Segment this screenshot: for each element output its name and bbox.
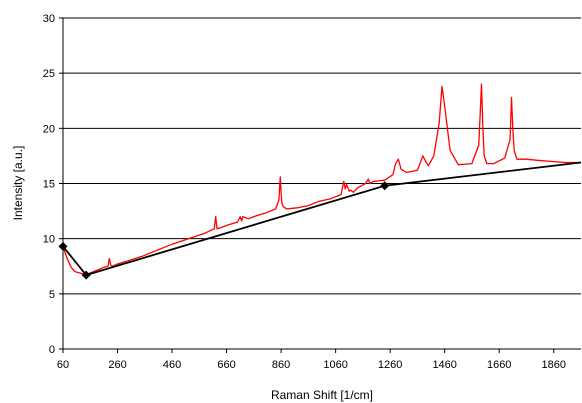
x-tick-label: 1460 xyxy=(432,359,456,371)
grid-lines xyxy=(63,17,581,295)
x-tick-labels: 60 260 460 660 860 1060 1260 1460 1660 1860 xyxy=(57,359,566,371)
y-tick-labels: 0 5 10 15 20 25 30 xyxy=(43,13,55,356)
y-tick-label: 5 xyxy=(49,289,55,301)
baseline-markers xyxy=(58,181,390,280)
baseline-marker xyxy=(81,270,91,280)
y-tick-label: 15 xyxy=(43,179,55,191)
y-tick-label: 0 xyxy=(49,344,55,356)
y-tick-label: 20 xyxy=(43,123,55,135)
y-tick-label: 10 xyxy=(43,234,55,246)
x-tick-label: 460 xyxy=(163,359,181,371)
y-tick-label: 30 xyxy=(43,13,55,25)
baseline-line xyxy=(62,161,582,277)
x-tick-label: 260 xyxy=(108,359,126,371)
x-tick-label: 660 xyxy=(217,359,235,371)
series-layer xyxy=(62,83,582,277)
x-tick-label: 1260 xyxy=(378,359,402,371)
x-axis-title: Raman Shift [1/cm] xyxy=(271,388,373,402)
baseline-marker xyxy=(58,241,68,251)
axes xyxy=(59,17,581,353)
x-tick-label: 1660 xyxy=(487,359,511,371)
x-tick-label: 1060 xyxy=(323,359,347,371)
baseline-marker xyxy=(380,181,390,191)
y-tick-label: 25 xyxy=(43,68,55,80)
y-axis-title: Intensity [a.u.] xyxy=(11,146,25,221)
x-tick-label: 60 xyxy=(57,359,69,371)
x-tick-label: 1860 xyxy=(541,359,565,371)
spectrum-line xyxy=(62,83,581,275)
x-tick-label: 860 xyxy=(272,359,290,371)
